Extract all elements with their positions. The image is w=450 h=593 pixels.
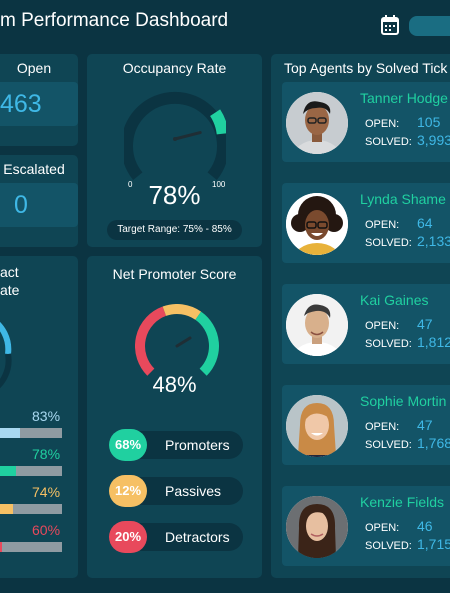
agent-open-label: OPEN: <box>365 118 400 130</box>
contact-rate-track <box>0 466 62 476</box>
agent-solved-value: 1,715 <box>417 536 450 552</box>
contact-rate-track <box>0 504 62 514</box>
agent-solved-label: SOLVED: <box>365 439 412 451</box>
agent-name: Tanner Hodge <box>360 90 448 106</box>
agent-solved-value: 1,812 <box>417 334 450 350</box>
agent-card[interactable]: Lynda Shame OPEN: 64 SOLVED: 2,133 <box>282 183 450 263</box>
contact-rate-bar <box>0 466 16 476</box>
contact-rate-pct: 78% <box>32 446 61 462</box>
avatar <box>286 193 348 255</box>
escalated-value: 0 <box>14 191 28 219</box>
agent-name: Kenzie Fields <box>360 494 445 510</box>
occupancy-value: 78% <box>148 180 201 210</box>
agent-open-label: OPEN: <box>365 219 400 231</box>
contact-rate-pct: 74% <box>32 484 61 500</box>
contact-rate-bar <box>0 428 20 438</box>
occupancy-min: 0 <box>128 180 133 189</box>
agent-name: Lynda Shame <box>360 191 446 207</box>
page-title: m Performance Dashboard <box>0 10 229 31</box>
open-value-box: 463 <box>0 82 78 126</box>
promoters-label: Promoters <box>165 437 230 453</box>
agent-solved-label: SOLVED: <box>365 338 412 350</box>
agent-card[interactable]: Kenzie Fields OPEN: 46 SOLVED: 1,715 <box>282 486 450 566</box>
escalated-title: Escalated <box>3 161 65 177</box>
nps-passives-row: 12% Passives <box>109 475 243 507</box>
passives-label: Passives <box>165 483 222 499</box>
contact-rate-bar <box>0 504 13 514</box>
nps-promoters-row: 68% Promoters <box>109 429 243 461</box>
contact-rate-bar <box>0 542 2 552</box>
avatar <box>286 294 348 356</box>
agent-solved-value: 3,993 <box>417 132 450 148</box>
open-panel: Open 463 <box>0 54 78 146</box>
agent-name: Kai Gaines <box>360 292 429 308</box>
agent-solved-label: SOLVED: <box>365 540 412 552</box>
agent-solved-label: SOLVED: <box>365 237 412 249</box>
agent-card[interactable]: Kai Gaines OPEN: 47 SOLVED: 1,812 <box>282 284 450 364</box>
detractors-label: Detractors <box>165 529 230 545</box>
occupancy-gauge <box>124 91 226 180</box>
passives-pct: 12% <box>109 475 147 507</box>
occupancy-target: Target Range: 75% - 85% <box>107 220 242 240</box>
detractors-pct: 20% <box>109 521 147 553</box>
promoters-pct: 68% <box>109 429 147 461</box>
date-range-selector[interactable] <box>409 16 450 36</box>
contact-rate-track <box>0 542 62 552</box>
agent-solved-label: SOLVED: <box>365 136 412 148</box>
escalated-value-box: 0 <box>0 183 78 227</box>
nps-panel: Net Promoter Score 48% 68% Promoters 12%… <box>87 256 262 578</box>
open-title: Open <box>16 60 52 76</box>
agent-name: Sophie Mortin <box>360 393 447 409</box>
escalated-panel: Escalated 0 <box>0 155 78 247</box>
contact-title-line2: ate <box>0 282 20 298</box>
contact-rate-pct: 60% <box>32 522 61 538</box>
agent-open-label: OPEN: <box>365 320 400 332</box>
avatar <box>286 395 348 457</box>
agent-card[interactable]: Tanner Hodge OPEN: 105 SOLVED: 3,993 <box>282 82 450 162</box>
agent-open-value: 47 <box>417 417 433 433</box>
nps-gauge <box>135 304 219 376</box>
agent-open-value: 47 <box>417 316 433 332</box>
calendar-icon[interactable] <box>381 15 399 35</box>
nps-detractors-row: 20% Detractors <box>109 521 243 553</box>
agent-open-value: 46 <box>417 518 433 534</box>
open-value: 463 <box>0 90 42 118</box>
agent-card[interactable]: Sophie Mortin OPEN: 47 SOLVED: 1,768 <box>282 385 450 465</box>
occupancy-panel: Occupancy Rate 0 100 78% Target Range: 7… <box>87 54 262 247</box>
contact-title-line1: act <box>0 264 19 280</box>
top-agents-title: Top Agents by Solved Tick <box>284 60 448 76</box>
nps-value: 48% <box>152 372 197 397</box>
contact-donut <box>0 321 12 389</box>
agent-solved-value: 1,768 <box>417 435 450 451</box>
avatar <box>286 92 348 154</box>
agent-open-value: 105 <box>417 114 441 130</box>
contact-rate-pct: 83% <box>32 408 61 424</box>
nps-title: Net Promoter Score <box>112 266 237 282</box>
contact-rate-panel: act ate 83% 78% 74% 60% <box>0 256 78 578</box>
agent-open-value: 64 <box>417 215 433 231</box>
occupancy-max: 100 <box>212 180 226 189</box>
contact-rate-track <box>0 428 62 438</box>
avatar <box>286 496 348 558</box>
occupancy-title: Occupancy Rate <box>122 60 227 76</box>
agent-solved-value: 2,133 <box>417 233 450 249</box>
agent-open-label: OPEN: <box>365 522 400 534</box>
agent-open-label: OPEN: <box>365 421 400 433</box>
